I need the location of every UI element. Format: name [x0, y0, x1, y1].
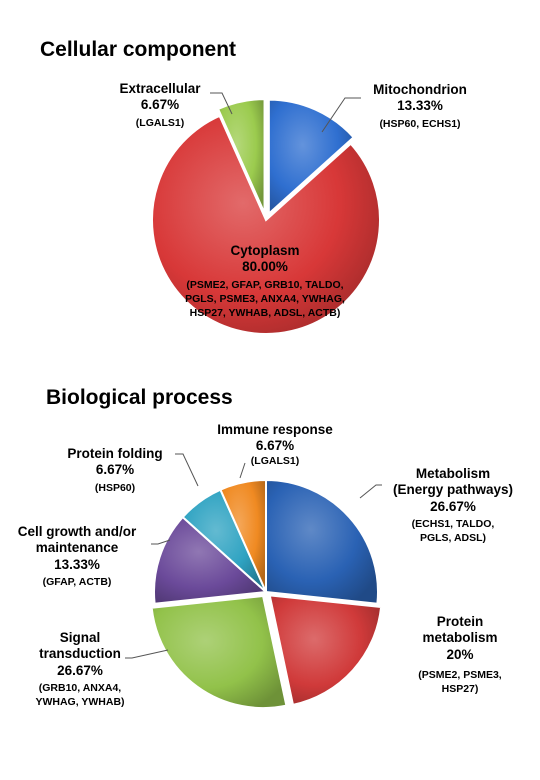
slice-label-cytoplasm: Cytoplasm 80.00% (PSME2, GFAP, GRB10, TA…	[185, 243, 345, 319]
cellular-component-pie	[151, 98, 381, 335]
leader-line-mitochondrion	[321, 97, 361, 133]
pie-slice-immune-response	[219, 478, 267, 593]
pie-slice-cytoplasm	[151, 114, 381, 335]
slice-label-cell-growth: Cell growth and/or maintenance 13.33% (G…	[17, 524, 137, 589]
slice-label-immune-response: Immune response 6.67% (LGALS1)	[217, 422, 333, 467]
leader-lines	[125, 92, 382, 659]
leader-line-immune-response	[239, 462, 246, 479]
pie-slice-signal-transduction	[150, 594, 288, 710]
slice-label-extracellular: Extracellular 6.67% (LGALS1)	[119, 81, 201, 129]
pie-slice-extracellular	[216, 98, 266, 214]
leader-line-extracellular	[210, 92, 233, 115]
pie-slice-mitochondrion	[267, 98, 355, 216]
pie-slice-cell-growth-and-or-maintenance	[153, 515, 269, 605]
leader-line-protein-folding	[175, 453, 199, 487]
pie-slice-protein-metabolism	[268, 594, 383, 707]
slice-label-protein-metabolism: Protein metabolism 20% (PSME2, PSME3, HS…	[418, 614, 502, 696]
slice-label-signal-transduction: Signal transduction 26.67% (GRB10, ANXA4…	[35, 630, 125, 709]
chart-title-biological-process: Biological process	[46, 386, 233, 409]
leader-line-cell-growth	[151, 539, 171, 545]
leader-line-metabolism	[359, 484, 382, 499]
slice-label-metabolism: Metabolism (Energy pathways) 26.67% (ECH…	[392, 466, 514, 545]
slice-label-mitochondrion: Mitochondrion 13.33% (HSP60, ECHS1)	[373, 82, 467, 130]
pie-slice-metabolism-energy-pathways	[265, 478, 379, 605]
chart-title-cellular-component: Cellular component	[40, 38, 237, 61]
biological-process-pie	[150, 478, 383, 710]
leader-line-signal-transduction	[125, 649, 169, 659]
slice-label-protein-folding: Protein folding 6.67% (HSP60)	[67, 446, 163, 494]
